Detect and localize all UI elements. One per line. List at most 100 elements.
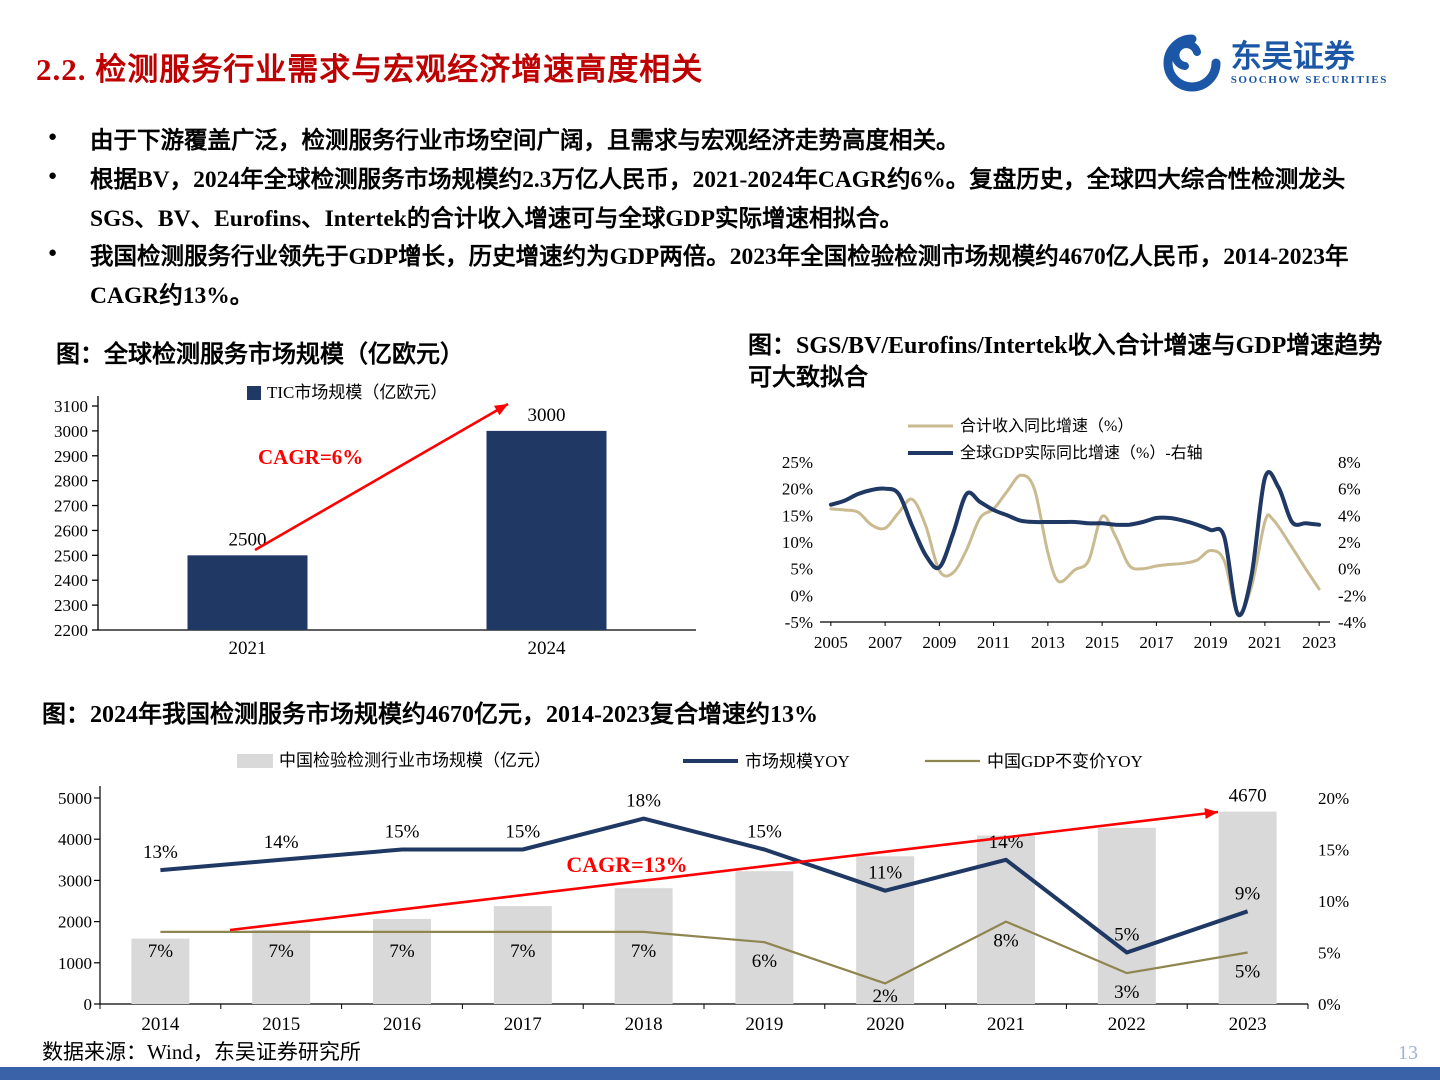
svg-text:4670: 4670 bbox=[1229, 786, 1267, 807]
svg-text:7%: 7% bbox=[148, 941, 174, 962]
svg-text:2013: 2013 bbox=[1031, 633, 1065, 652]
global-market-chart-title: 图：全球检测服务市场规模（亿欧元） bbox=[56, 342, 464, 368]
bullet-item: 根据BV，2024年全球检测服务市场规模约2.3万亿人民币，2021-2024年… bbox=[40, 161, 1396, 239]
svg-text:0%: 0% bbox=[790, 586, 813, 605]
svg-text:15%: 15% bbox=[1318, 841, 1349, 860]
svg-text:7%: 7% bbox=[269, 941, 295, 962]
svg-text:2021: 2021 bbox=[1248, 633, 1282, 652]
svg-text:2014: 2014 bbox=[141, 1014, 180, 1035]
svg-text:合计收入同比增速（%）: 合计收入同比增速（%） bbox=[960, 417, 1133, 435]
bar-2020 bbox=[856, 856, 915, 1004]
bottom-bar bbox=[0, 1067, 1440, 1080]
svg-text:2021: 2021 bbox=[229, 638, 267, 659]
bar-2023 bbox=[1218, 811, 1277, 1004]
svg-text:5%: 5% bbox=[1114, 925, 1140, 946]
svg-text:14%: 14% bbox=[264, 832, 299, 853]
svg-text:2019: 2019 bbox=[745, 1014, 783, 1035]
svg-text:2000: 2000 bbox=[58, 913, 92, 932]
svg-text:3000: 3000 bbox=[528, 405, 566, 426]
svg-text:5%: 5% bbox=[1235, 962, 1261, 983]
revenue-vs-gdp-line-chart: 25% 20% 15% 10% 5% 0% -5% 8% 6% 4% 2% 0% -2% -4% 2005 2… bbox=[782, 417, 1367, 652]
svg-text:20%: 20% bbox=[1318, 789, 1349, 808]
line-series bbox=[829, 473, 1321, 615]
china-testing-market-combo-chart: 0 1000 2000 3000 4000 5000 0% 5% 10% 15% 20% 中国检验检测… bbox=[58, 751, 1349, 1035]
svg-text:2%: 2% bbox=[873, 986, 899, 1007]
svg-text:7%: 7% bbox=[631, 941, 657, 962]
bar-2016 bbox=[373, 918, 431, 1004]
svg-text:2023: 2023 bbox=[1302, 633, 1336, 652]
svg-text:市场规模YOY: 市场规模YOY bbox=[745, 752, 850, 771]
svg-text:2017: 2017 bbox=[504, 1014, 542, 1035]
logo-company-subtitle: SOOCHOW SECURITIES bbox=[1230, 74, 1388, 86]
svg-text:2024: 2024 bbox=[528, 638, 567, 659]
summary-bullets: 由于下游覆盖广泛，检测服务行业市场空间广阔，且需求与宏观经济走势高度相关。 根据… bbox=[40, 122, 1396, 316]
bar-2024 bbox=[486, 430, 607, 630]
svg-text:10%: 10% bbox=[1318, 892, 1349, 911]
trend-arrowhead bbox=[494, 404, 508, 416]
svg-text:2007: 2007 bbox=[868, 633, 903, 652]
svg-text:-5%: -5% bbox=[785, 613, 813, 632]
svg-text:13%: 13% bbox=[143, 842, 178, 863]
svg-text:-4%: -4% bbox=[1338, 613, 1366, 632]
legend-swatch bbox=[237, 754, 273, 768]
svg-text:3100: 3100 bbox=[54, 397, 88, 416]
svg-text:2021: 2021 bbox=[987, 1014, 1025, 1035]
soochow-logo-icon bbox=[1163, 34, 1221, 92]
svg-text:11%: 11% bbox=[868, 863, 902, 884]
svg-text:6%: 6% bbox=[1338, 480, 1361, 499]
trend-arrow bbox=[254, 402, 509, 552]
bar-2014 bbox=[131, 938, 190, 1004]
trend-arrowhead bbox=[1204, 808, 1218, 819]
svg-text:3000: 3000 bbox=[58, 871, 92, 890]
svg-text:15%: 15% bbox=[505, 822, 540, 843]
logo-text: 东吴证券 SOOCHOW SECURITIES bbox=[1230, 38, 1388, 86]
svg-text:7%: 7% bbox=[510, 941, 536, 962]
svg-text:0%: 0% bbox=[1318, 995, 1341, 1014]
svg-text:2800: 2800 bbox=[54, 472, 88, 491]
svg-text:2009: 2009 bbox=[922, 633, 956, 652]
legend-swatch bbox=[247, 386, 261, 400]
bar-2022 bbox=[1097, 827, 1156, 1004]
svg-text:15%: 15% bbox=[385, 822, 420, 843]
china-market-chart-title: 图：2024年我国检测服务市场规模约4670亿元，2014-2023复合增速约1… bbox=[42, 702, 818, 728]
svg-text:中国GDP不变价YOY: 中国GDP不变价YOY bbox=[987, 752, 1143, 771]
svg-text:5%: 5% bbox=[790, 560, 813, 579]
svg-text:CAGR=6%: CAGR=6% bbox=[258, 445, 363, 469]
svg-text:2400: 2400 bbox=[54, 571, 88, 590]
svg-text:2700: 2700 bbox=[54, 497, 88, 516]
svg-text:2600: 2600 bbox=[54, 521, 88, 540]
svg-text:2019: 2019 bbox=[1194, 633, 1228, 652]
svg-text:CAGR=13%: CAGR=13% bbox=[566, 852, 687, 877]
bar-2019 bbox=[735, 871, 794, 1004]
svg-text:2018: 2018 bbox=[625, 1014, 663, 1035]
svg-text:TIC市场规模（亿欧元）: TIC市场规模（亿欧元） bbox=[267, 383, 447, 402]
svg-text:2900: 2900 bbox=[54, 447, 88, 466]
svg-text:全球GDP实际同比增速（%）-右轴: 全球GDP实际同比增速（%）-右轴 bbox=[960, 444, 1203, 462]
trend-arrow bbox=[229, 810, 1219, 932]
svg-text:2500: 2500 bbox=[229, 529, 267, 550]
svg-text:25%: 25% bbox=[782, 453, 813, 472]
global-tic-market-bar-chart: 2200 2300 2400 2500 2600 2700 2800 2900 3000 3100… bbox=[54, 383, 696, 659]
svg-text:-2%: -2% bbox=[1338, 586, 1366, 605]
svg-text:15%: 15% bbox=[782, 506, 813, 525]
svg-text:2016: 2016 bbox=[383, 1014, 421, 1035]
svg-text:20%: 20% bbox=[782, 480, 813, 499]
svg-text:6%: 6% bbox=[752, 951, 778, 972]
svg-text:2015: 2015 bbox=[1085, 633, 1119, 652]
svg-text:8%: 8% bbox=[993, 931, 1019, 952]
svg-text:10%: 10% bbox=[782, 533, 813, 552]
bullet-item: 由于下游覆盖广泛，检测服务行业市场空间广阔，且需求与宏观经济走势高度相关。 bbox=[40, 122, 1396, 161]
svg-text:2011: 2011 bbox=[977, 633, 1010, 652]
svg-text:2022: 2022 bbox=[1108, 1014, 1146, 1035]
svg-text:5000: 5000 bbox=[58, 789, 92, 808]
line-series bbox=[828, 470, 1322, 618]
svg-text:8%: 8% bbox=[1338, 453, 1361, 472]
logo-company-name: 东吴证券 bbox=[1230, 38, 1355, 74]
svg-text:4%: 4% bbox=[1338, 506, 1361, 525]
svg-text:中国检验检测行业市场规模（亿元）: 中国检验检测行业市场规模（亿元） bbox=[279, 751, 551, 770]
svg-text:0%: 0% bbox=[1338, 560, 1361, 579]
line-series bbox=[160, 920, 1248, 985]
svg-text:3%: 3% bbox=[1114, 982, 1140, 1003]
soochow-logo: 东吴证券 SOOCHOW SECURITIES bbox=[1163, 34, 1388, 92]
